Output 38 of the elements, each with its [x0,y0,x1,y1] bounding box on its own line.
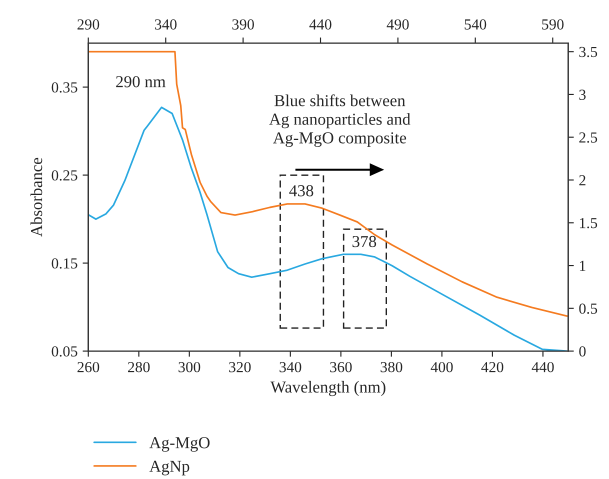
y2-tick-label: 3 [579,90,586,100]
x-tick-label: 420 [481,362,504,372]
x-tick-label: 380 [380,362,402,372]
y2-tick-label: 3.5 [579,46,598,58]
y2-tick-label: 0 [579,346,586,357]
y2-tick-label: 2 [579,175,586,186]
y-axis-title: Absorbance [30,158,42,237]
x-tick-label: 320 [229,362,251,372]
x-tick-label: 360 [330,362,352,372]
x2-tick-label: 440 [309,19,332,30]
x2-tick-label: 340 [154,19,177,30]
x2-tick-label: 290 [78,19,100,30]
x2-tick-label: 590 [542,19,564,30]
legend-label: AgNp [149,460,190,476]
y-tick-label: 0.35 [52,82,78,93]
x-tick-label: 300 [178,362,200,372]
legend-label: Ag-MgO [149,437,210,452]
annotation: Blue shifts between Ag nanoparticles and Ag-MgO composite [269,94,410,147]
line-series [88,50,568,317]
annotation: 378 [352,236,376,248]
x2-tick-label: 540 [464,19,486,30]
x-tick-label: 440 [532,362,554,372]
y-tick-label: 0.05 [52,346,78,357]
x2-tick-label: 390 [232,19,254,30]
y2-tick-label: 2.5 [579,132,598,143]
x-tick-label: 260 [78,362,100,372]
annotation: 290 nm [116,76,166,88]
y-tick-label: 0.15 [52,258,78,269]
annotation: 438 [289,185,314,196]
y2-tick-label: 1.5 [580,218,598,228]
y2-tick-label: 1 [580,260,586,271]
x-axis-title: Wavelength (nm) [270,380,386,396]
y2-tick-label: 0.5 [579,303,598,314]
x-tick-label: 340 [280,362,302,372]
x-tick-label: 280 [128,362,150,372]
y-tick-label: 0.25 [52,170,78,181]
x2-tick-label: 490 [386,19,409,30]
x-tick-label: 400 [430,362,453,372]
